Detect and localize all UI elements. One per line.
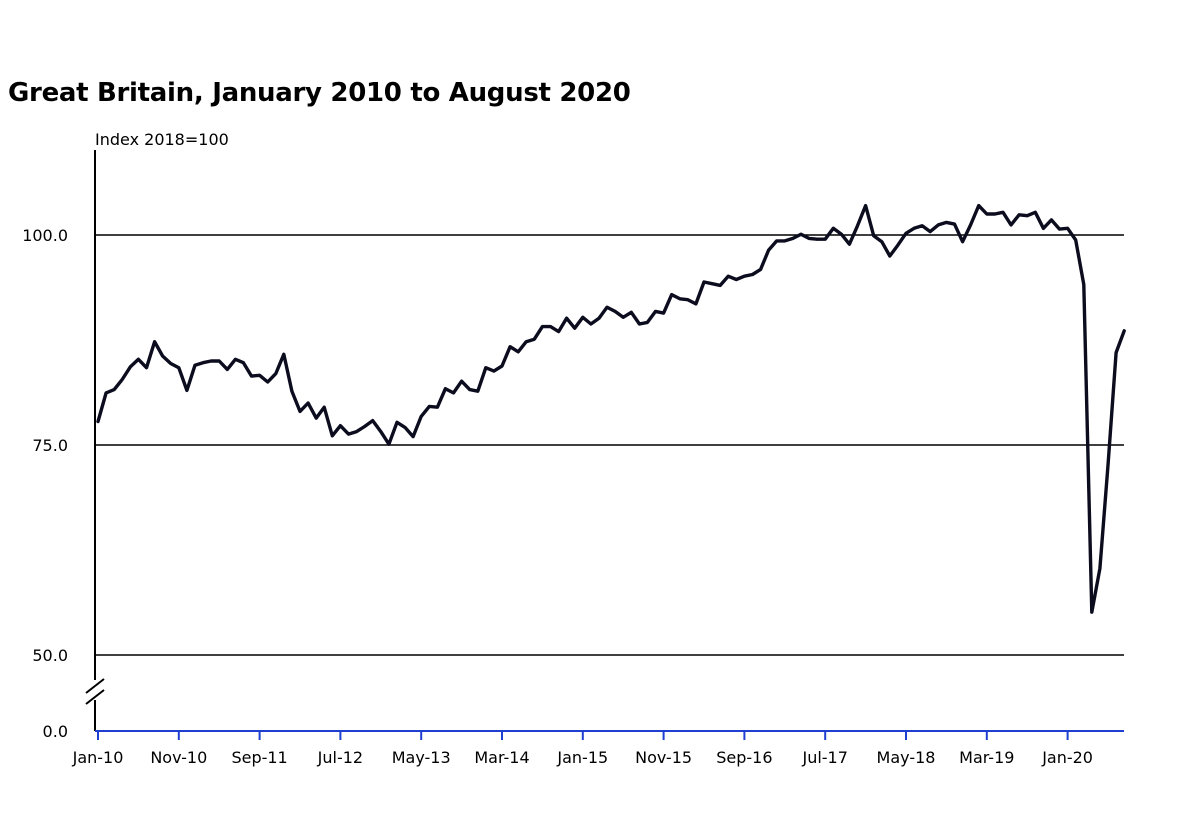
x-tick-label: Nov-10 — [150, 748, 207, 767]
x-tick-label: Jul-17 — [801, 748, 847, 767]
x-tick-label: Mar-14 — [474, 748, 529, 767]
x-tick-label: Jan-15 — [556, 748, 608, 767]
y-tick-labels: 0.0 50.0 75.0 100.0 — [22, 226, 68, 741]
axis-break-mark — [85, 678, 105, 705]
x-tick-labels: Jan-10 Nov-10 Sep-11 Jul-12 May-13 Mar-14 Jan-… — [72, 731, 1093, 767]
x-tick-label: Mar-19 — [959, 748, 1014, 767]
axis-break-stroke-2 — [85, 689, 105, 705]
x-tick-label: Jul-12 — [317, 748, 363, 767]
y-tick-label: 100.0 — [22, 226, 68, 245]
gridlines — [95, 234, 1124, 656]
axes — [94, 150, 1124, 732]
x-tick-label: Nov-15 — [635, 748, 692, 767]
x-tick-label: May-13 — [392, 748, 451, 767]
axis-break-stroke-1 — [85, 678, 105, 694]
y-axis-label: Index 2018=100 — [95, 130, 229, 149]
y-tick-label: 75.0 — [32, 436, 68, 455]
chart-title: Great Britain, January 2010 to August 20… — [8, 78, 631, 108]
series — [96, 203, 1126, 614]
series-line — [96, 203, 1126, 614]
x-tick-label: Jan-10 — [72, 748, 124, 767]
x-tick-label: Sep-11 — [231, 748, 287, 767]
y-tick-label: 0.0 — [43, 722, 68, 741]
y-tick-label: 50.0 — [32, 646, 68, 665]
x-tick-label: Jan-20 — [1041, 748, 1093, 767]
x-tick-label: May-18 — [877, 748, 936, 767]
x-tick-label: Sep-16 — [716, 748, 772, 767]
